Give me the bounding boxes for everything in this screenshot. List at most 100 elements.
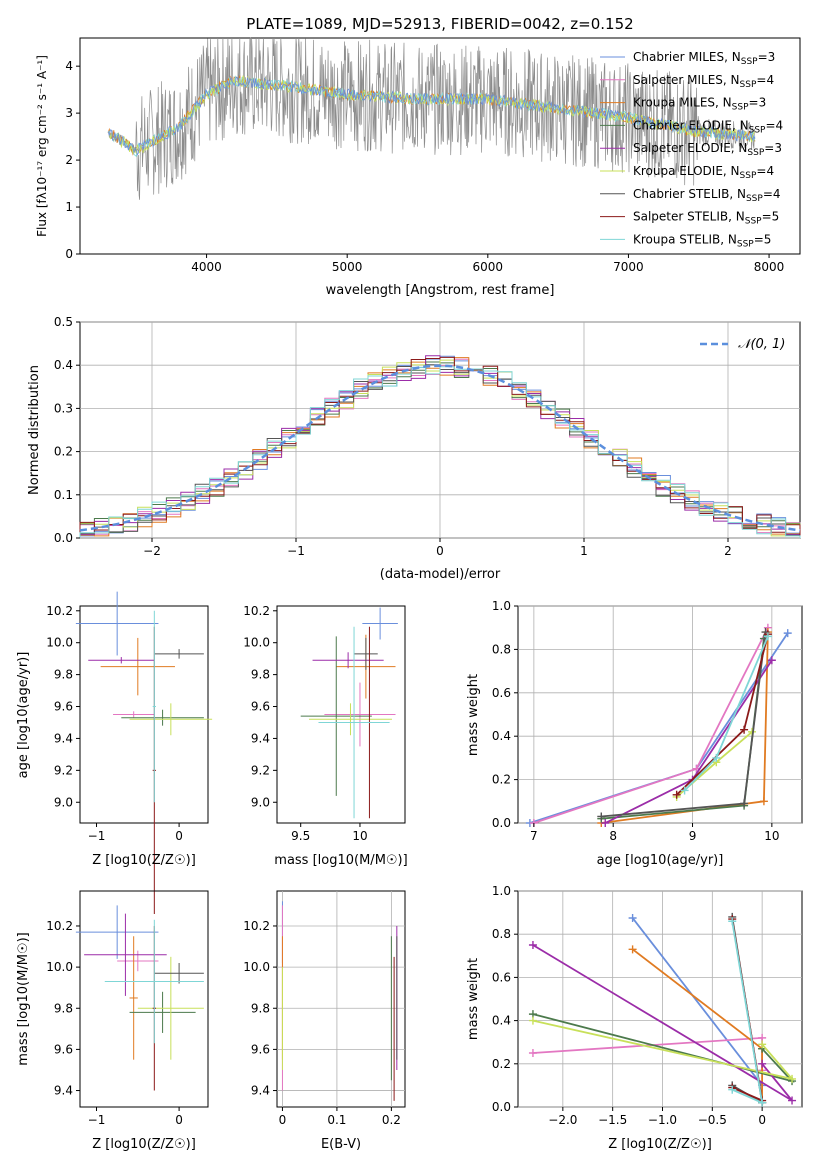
x-tick-label: −1.5 bbox=[598, 1113, 627, 1127]
x-tick-label: −1.0 bbox=[648, 1113, 677, 1127]
y-tick-label: 10.0 bbox=[46, 636, 73, 650]
weight-point-marker bbox=[672, 790, 681, 799]
weight-age-ylabel: mass weight bbox=[466, 674, 481, 756]
y-tick-label: 9.6 bbox=[251, 1042, 270, 1056]
weight-point-marker bbox=[728, 917, 737, 926]
y-tick-label: 9.4 bbox=[54, 1084, 73, 1098]
age-z-ylabel: age [log10(age/yr)] bbox=[16, 652, 31, 779]
weight-z-ylabel: mass weight bbox=[466, 958, 481, 1040]
x-tick-label: 8000 bbox=[754, 260, 785, 274]
y-tick-label: 3 bbox=[65, 106, 73, 120]
legend-label: Kroupa STELIB, NSSP=5 bbox=[633, 232, 771, 249]
weight-point-marker bbox=[767, 656, 776, 665]
y-tick-label: 9.8 bbox=[251, 1001, 270, 1015]
weight-series-line bbox=[533, 627, 769, 824]
spectrum-ylabel: Flux [fλ10⁻¹⁷ erg cm⁻² s⁻¹ A⁻¹] bbox=[35, 55, 49, 237]
age-z-marks bbox=[75, 591, 213, 914]
y-tick-label: 1.0 bbox=[492, 599, 511, 613]
weight-z-marks bbox=[528, 912, 797, 1107]
x-tick-label: 0 bbox=[279, 1113, 287, 1127]
x-tick-label: −1 bbox=[287, 544, 305, 558]
x-tick-label: 5000 bbox=[332, 260, 363, 274]
x-tick-label: 9 bbox=[689, 829, 697, 843]
legend-label: Chabrier MILES, NSSP=3 bbox=[633, 50, 775, 67]
age-z-ticks: −1 0 9.0 9.2 9.4 9.6 9.8 10.0 10.2 bbox=[46, 604, 183, 843]
x-tick-label: −1 bbox=[88, 829, 106, 843]
weight-point-marker bbox=[783, 629, 792, 638]
weight-point-marker bbox=[628, 914, 637, 922]
weight-point-marker bbox=[680, 786, 689, 795]
y-tick-label: 9.8 bbox=[251, 668, 270, 682]
observed-spectrum-line bbox=[107, 37, 756, 200]
weight-z-frame bbox=[517, 890, 803, 1108]
y-tick-label: 9.6 bbox=[251, 700, 270, 714]
x-tick-label: −1 bbox=[88, 1113, 106, 1127]
weight-series-line bbox=[631, 917, 763, 1103]
page-title: PLATE=1089, MJD=52913, FIBERID=0042, z=0… bbox=[246, 15, 633, 33]
y-tick-label: 10.2 bbox=[46, 604, 73, 618]
y-tick-label: 9.8 bbox=[54, 668, 73, 682]
y-tick-label: 10.2 bbox=[46, 919, 73, 933]
y-tick-label: 1.0 bbox=[492, 884, 511, 898]
residual-panel: −2 −1 0 1 2 0.0 0.1 0.2 0.3 0.4 0.5 𝒩(0, 1) (data-… bbox=[27, 315, 801, 582]
legend-label: Kroupa MILES, NSSP=3 bbox=[633, 96, 766, 113]
y-tick-label: 0.2 bbox=[492, 1057, 511, 1071]
mass-z-ylabel: mass [log10(M/M☉)] bbox=[16, 932, 31, 1065]
weight-point-marker bbox=[759, 797, 768, 806]
mass-ebv-marks bbox=[281, 901, 398, 1101]
y-tick-label: 9.4 bbox=[251, 731, 270, 745]
x-tick-label: 7000 bbox=[613, 260, 644, 274]
spectrum-panel: 4000 5000 6000 7000 8000 0 1 2 3 4 Chabrier MILES… bbox=[35, 37, 801, 298]
weight-point-marker bbox=[528, 1016, 537, 1025]
residual-ylabel: Normed distribution bbox=[27, 365, 42, 495]
mass-ebv-panel: 0 0.1 0.2 9.4 9.6 9.8 10.0 10.2 E(B-V) bbox=[243, 890, 406, 1152]
x-tick-label: 4000 bbox=[191, 260, 222, 274]
legend-gaussian-label: 𝒩(0, 1) bbox=[738, 337, 785, 352]
spectrum-xlabel: wavelength [Angstrom, rest frame] bbox=[326, 283, 555, 298]
legend-label: Chabrier ELODIE, NSSP=4 bbox=[633, 118, 783, 135]
histogram-series bbox=[79, 356, 801, 538]
age-z-frame bbox=[79, 605, 209, 824]
mass-z-panel: −1 0 9.4 9.6 9.8 10.0 10.2 Z [log10(Z/Z☉)] mas… bbox=[16, 890, 209, 1152]
weight-age-frame bbox=[517, 605, 803, 824]
y-tick-label: 10.0 bbox=[46, 960, 73, 974]
y-tick-label: 9.8 bbox=[54, 1001, 73, 1015]
x-tick-label: 0.1 bbox=[327, 1113, 346, 1127]
age-mass-frame bbox=[276, 605, 406, 824]
y-tick-label: 0.2 bbox=[54, 445, 73, 459]
legend-label: Salpeter STELIB, NSSP=5 bbox=[633, 210, 779, 227]
x-tick-label: −2 bbox=[143, 544, 161, 558]
legend-label: Salpeter MILES, NSSP=4 bbox=[633, 73, 774, 90]
weight-point-marker bbox=[628, 945, 637, 954]
y-tick-label: 10.0 bbox=[243, 960, 270, 974]
weight-point-marker bbox=[597, 812, 606, 821]
y-tick-label: 1 bbox=[65, 200, 73, 214]
y-tick-label: 9.0 bbox=[251, 795, 270, 809]
mass-z-ticks: −1 0 9.4 9.6 9.8 10.0 10.2 bbox=[46, 919, 183, 1127]
x-tick-label: 0 bbox=[436, 544, 444, 558]
x-tick-label: −0.5 bbox=[698, 1113, 727, 1127]
y-tick-label: 9.2 bbox=[54, 763, 73, 777]
weight-point-marker bbox=[758, 1040, 767, 1049]
y-tick-label: 0.0 bbox=[492, 816, 511, 830]
y-tick-label: 10.2 bbox=[243, 604, 270, 618]
weight-series-line bbox=[731, 921, 764, 1105]
spectrum-ticks: 4000 5000 6000 7000 8000 0 1 2 3 4 bbox=[65, 59, 784, 274]
y-tick-label: 0.6 bbox=[492, 686, 511, 700]
weight-point-marker bbox=[740, 725, 749, 734]
x-tick-label: 9.5 bbox=[291, 829, 310, 843]
x-tick-label: 0 bbox=[175, 829, 183, 843]
weight-point-marker bbox=[788, 1096, 797, 1105]
x-tick-label: 10 bbox=[764, 829, 779, 843]
x-tick-label: −2.0 bbox=[548, 1113, 577, 1127]
histogram-series bbox=[79, 366, 801, 538]
model-spectrum-line bbox=[107, 76, 756, 156]
y-tick-label: 9.4 bbox=[54, 731, 73, 745]
weight-z-grid bbox=[518, 890, 802, 1108]
x-tick-label: 10 bbox=[352, 829, 367, 843]
weight-point-marker bbox=[788, 1074, 797, 1083]
weight-point-marker bbox=[601, 819, 610, 827]
y-tick-label: 9.2 bbox=[251, 763, 270, 777]
weight-age-grid bbox=[518, 605, 802, 824]
